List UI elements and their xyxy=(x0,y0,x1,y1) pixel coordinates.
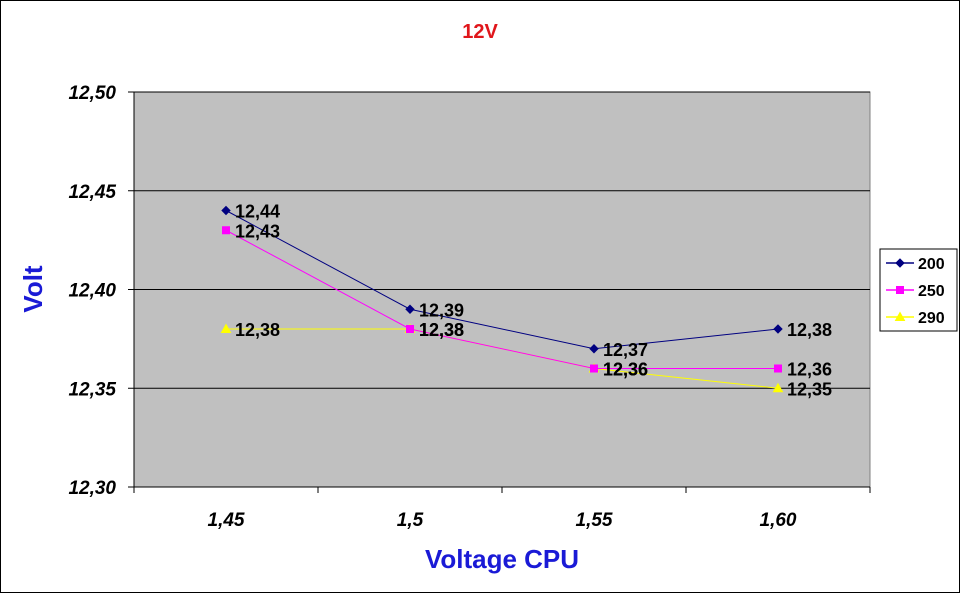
data-point-290 xyxy=(220,323,232,333)
data-label-250: 12,38 xyxy=(419,320,464,340)
data-label-250: 12,36 xyxy=(787,360,832,380)
data-label-290: 12,35 xyxy=(787,379,832,399)
legend-marker-250 xyxy=(896,286,904,294)
y-tick-label: 12,50 xyxy=(68,83,116,104)
series-line-200 xyxy=(225,210,779,350)
data-point-250 xyxy=(774,364,782,373)
legend-marker-290 xyxy=(894,311,906,321)
data-point-200 xyxy=(221,205,231,216)
chart-title: 12V xyxy=(462,21,498,43)
data-label-250: 12,43 xyxy=(235,221,280,241)
data-point-250 xyxy=(222,226,230,235)
plot-area: 12,30 12,35 12,40 12,45 12,50 1,45 1,5 1,55 1,60… xyxy=(68,83,871,531)
data-point-200 xyxy=(405,304,415,314)
x-tick-label: 1,45 xyxy=(208,510,245,531)
data-point-250 xyxy=(590,364,598,373)
y-axis-title: Volt xyxy=(18,265,48,313)
data-point-200 xyxy=(773,324,783,334)
data-point-200 xyxy=(589,344,599,354)
y-tick-label: 12,40 xyxy=(68,281,116,302)
legend-marker-200 xyxy=(895,258,905,268)
x-tick-label: 1,5 xyxy=(397,510,424,531)
data-label-250: 12,36 xyxy=(603,360,648,380)
data-label-200: 12,44 xyxy=(235,202,280,222)
x-tick-label: 1,55 xyxy=(576,510,613,531)
data-label-290: 12,36 xyxy=(603,360,648,380)
legend: 200 250 290 xyxy=(879,248,958,332)
legend-label-200: 200 xyxy=(918,256,945,273)
data-point-290 xyxy=(772,382,784,393)
data-label-200: 12,38 xyxy=(787,320,832,340)
y-tick-label: 12,30 xyxy=(68,478,116,499)
series-line-250 xyxy=(225,229,778,369)
x-tick-label: 1,60 xyxy=(760,510,797,531)
y-tick-label: 12,35 xyxy=(68,379,116,400)
data-label-290: 12,38 xyxy=(235,320,280,340)
data-point-250 xyxy=(406,325,414,333)
data-label-290: 12,38 xyxy=(419,320,464,340)
data-label-200: 12,39 xyxy=(419,300,464,320)
data-label-200: 12,37 xyxy=(603,340,648,360)
y-tick-label: 12,45 xyxy=(68,182,116,203)
x-axis-title: Voltage CPU xyxy=(425,544,579,574)
legend-label-250: 250 xyxy=(918,283,945,300)
legend-label-290: 290 xyxy=(918,310,945,327)
